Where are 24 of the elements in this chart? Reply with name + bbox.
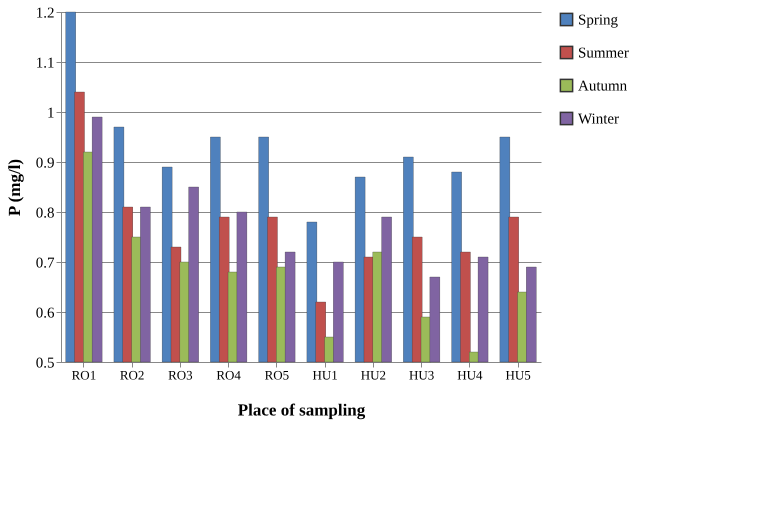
x-tick-label: RO1 xyxy=(72,368,96,382)
x-tick-label: HU4 xyxy=(457,368,483,382)
y-tick-label: 1 xyxy=(47,106,54,122)
legend-label: Winter xyxy=(578,112,620,128)
y-tick-label: 0.8 xyxy=(36,206,54,222)
y-tick-label: 0.7 xyxy=(36,256,55,272)
y-axis-title: P (mg/l) xyxy=(4,158,24,216)
x-axis-title: Place of sampling xyxy=(238,400,366,420)
legend-label: Summer xyxy=(578,46,629,62)
y-tick-label: 1.2 xyxy=(36,6,54,22)
y-tick-label: 1.1 xyxy=(36,56,54,72)
y-tick-label: 0.5 xyxy=(36,356,54,372)
x-tick-label: RO2 xyxy=(120,368,144,382)
x-tick-label: RO5 xyxy=(264,368,290,382)
legend-label: Spring xyxy=(578,12,619,28)
y-tick-label: 0.6 xyxy=(36,306,55,322)
x-tick-label: HU2 xyxy=(360,368,386,382)
x-tick-label: HU5 xyxy=(505,368,531,382)
x-tick-label: HU3 xyxy=(408,368,434,382)
y-tick-label: 0.9 xyxy=(36,156,54,172)
x-tick-label: HU1 xyxy=(312,368,338,382)
x-tick-label: RO3 xyxy=(168,368,193,382)
legend-label: Autumn xyxy=(578,78,628,94)
x-tick-label: RO4 xyxy=(216,368,242,382)
